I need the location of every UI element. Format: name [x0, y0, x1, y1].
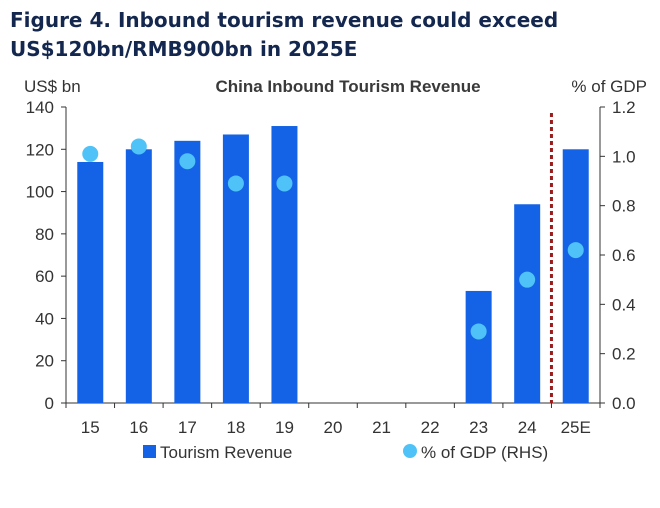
revenue-bar-18	[222, 134, 249, 403]
left-tick-label: 140	[26, 98, 54, 117]
revenue-bar-24	[514, 204, 541, 403]
chart-title: China Inbound Tourism Revenue	[215, 77, 480, 96]
gdp-share-dot-16	[130, 138, 147, 155]
right-tick-label: 0.0	[612, 394, 636, 413]
gdp-share-dot-19	[276, 175, 293, 192]
x-tick-label: 22	[421, 418, 440, 437]
gdp-share-dot-18	[227, 175, 244, 192]
right-tick-label: 0.4	[612, 295, 636, 314]
x-tick-label: 24	[518, 418, 537, 437]
x-tick-label: 23	[469, 418, 488, 437]
figure-title: Figure 4. Inbound tourism revenue could …	[10, 6, 650, 64]
figure-title-line-1: Figure 4. Inbound tourism revenue could …	[10, 8, 559, 32]
left-tick-label: 120	[26, 140, 54, 159]
gdp-share-dot-25E	[567, 242, 584, 259]
x-tick-label: 18	[226, 418, 245, 437]
gdp-share-dot-17	[179, 153, 196, 170]
x-tick-label: 17	[178, 418, 197, 437]
revenue-bar-15	[77, 161, 104, 403]
right-tick-label: 0.2	[612, 345, 636, 364]
legend-bar-swatch	[143, 445, 156, 458]
x-tick-label: 16	[129, 418, 148, 437]
revenue-bar-23	[465, 290, 492, 403]
left-tick-label: 40	[35, 309, 54, 328]
revenue-bar-16	[125, 149, 152, 403]
left-tick-label: 100	[26, 183, 54, 202]
right-axis-label: % of GDP	[571, 77, 647, 96]
gdp-share-dot-15	[82, 145, 99, 162]
left-tick-label: 60	[35, 267, 54, 286]
gdp-share-dot-24	[519, 271, 536, 288]
left-tick-label: 20	[35, 352, 54, 371]
figure-title-line-2: US$120bn/RMB900bn in 2025E	[10, 37, 358, 61]
legend: Tourism Revenue % of GDP (RHS)	[143, 443, 548, 462]
x-tick-label: 21	[372, 418, 391, 437]
revenue-bar-19	[271, 126, 298, 404]
plot-area: 0 20 40 60 80 100 120 140 0.0 0.2 0.4 0.6 0.8 1.0 1.2 1…	[26, 98, 636, 437]
right-tick-label: 0.6	[612, 246, 636, 265]
gdp-share-dot-23	[470, 323, 487, 340]
left-tick-label: 80	[35, 225, 54, 244]
right-tick-label: 1.0	[612, 147, 636, 166]
x-tick-label: 25E	[561, 418, 591, 437]
right-tick-label: 0.8	[612, 197, 636, 216]
revenue-bar-25E	[562, 149, 589, 403]
legend-bar-label: Tourism Revenue	[160, 443, 292, 462]
right-tick-label: 1.2	[612, 98, 636, 117]
x-tick-label: 19	[275, 418, 294, 437]
revenue-bar-17	[174, 140, 201, 404]
left-tick-label: 0	[45, 394, 54, 413]
x-tick-label: 20	[324, 418, 343, 437]
x-tick-label: 15	[81, 418, 100, 437]
legend-dot-label: % of GDP (RHS)	[421, 443, 548, 462]
left-axis-label: US$ bn	[24, 77, 81, 96]
legend-dot-swatch	[403, 444, 417, 458]
